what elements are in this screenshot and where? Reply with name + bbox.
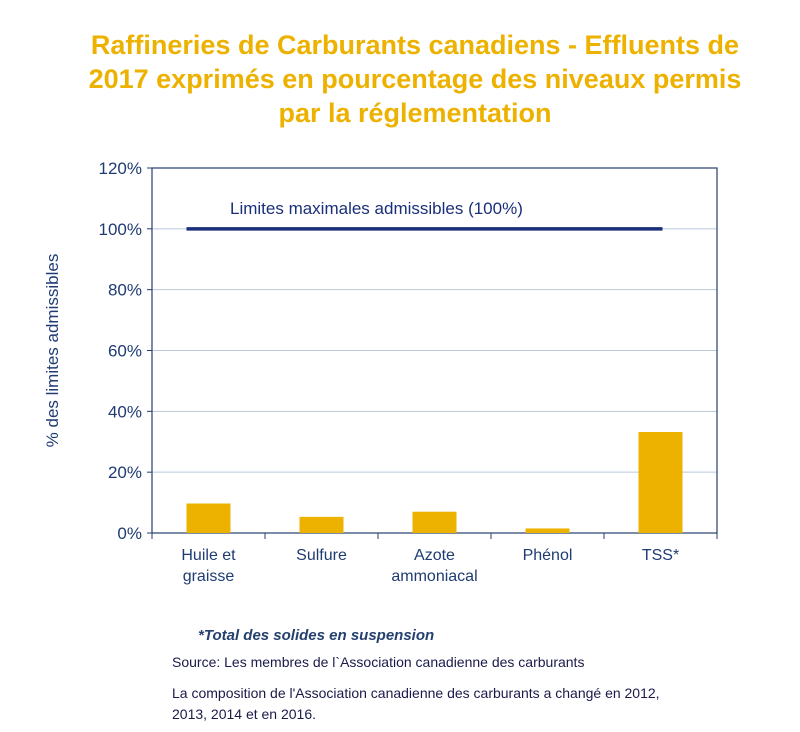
x-category-label-3: Phénol [523,547,573,564]
chart-title: Raffineries de Carburants canadiens - Ef… [40,28,790,130]
bar-1 [299,516,344,533]
y-tick-label-0: 0% [117,524,142,543]
footnote-tss: *Total des solides en suspension [198,627,435,644]
x-category-label-2-line-0: Azote [414,547,455,564]
x-category-label-2: Azote ammoniacal [391,547,477,585]
x-category-label-0-line-1: graisse [183,568,235,585]
bar-2 [412,511,457,533]
composition-note: La composition de l'Association canadien… [172,685,660,722]
y-axis-label: % des limites admissibles [43,254,62,448]
y-tick-label-4: 80% [108,281,142,300]
chart-title-line-2: 2017 exprimés en pourcentage des niveaux… [88,64,742,94]
x-category-label-2-line-1: ammoniacal [391,568,477,585]
bar-0 [186,503,231,533]
chart-title-line-3: par la réglementation [278,98,552,128]
bar-4 [638,432,683,533]
y-tick-label-5: 100% [99,220,142,239]
y-tick-label-2: 40% [108,402,142,421]
y-tick-label-1: 20% [108,463,142,482]
bar-3 [525,528,570,533]
x-category-label-0: Huile et graisse [181,547,236,585]
x-category-label-1-line-0: Sulfure [296,547,347,564]
x-category-label-4: TSS* [642,547,679,564]
y-tick-label-6: 120% [99,159,142,178]
limit-line-label: Limites maximales admissibles (100%) [230,199,523,218]
y-tick-label-3: 60% [108,342,142,361]
x-category-label-1: Sulfure [296,547,347,564]
bar-chart: 0% 20% 40% 60% 80% 100% 120% Huile et graisse Sul… [43,159,718,585]
x-category-label-3-line-0: Phénol [523,547,573,564]
x-category-label-4-line-0: TSS* [642,547,679,564]
chart-title-line-1: Raffineries de Carburants canadiens - Ef… [90,30,740,60]
x-category-label-0-line-0: Huile et [181,547,236,564]
source-note: Source: Les membres de l`Association can… [172,654,585,670]
